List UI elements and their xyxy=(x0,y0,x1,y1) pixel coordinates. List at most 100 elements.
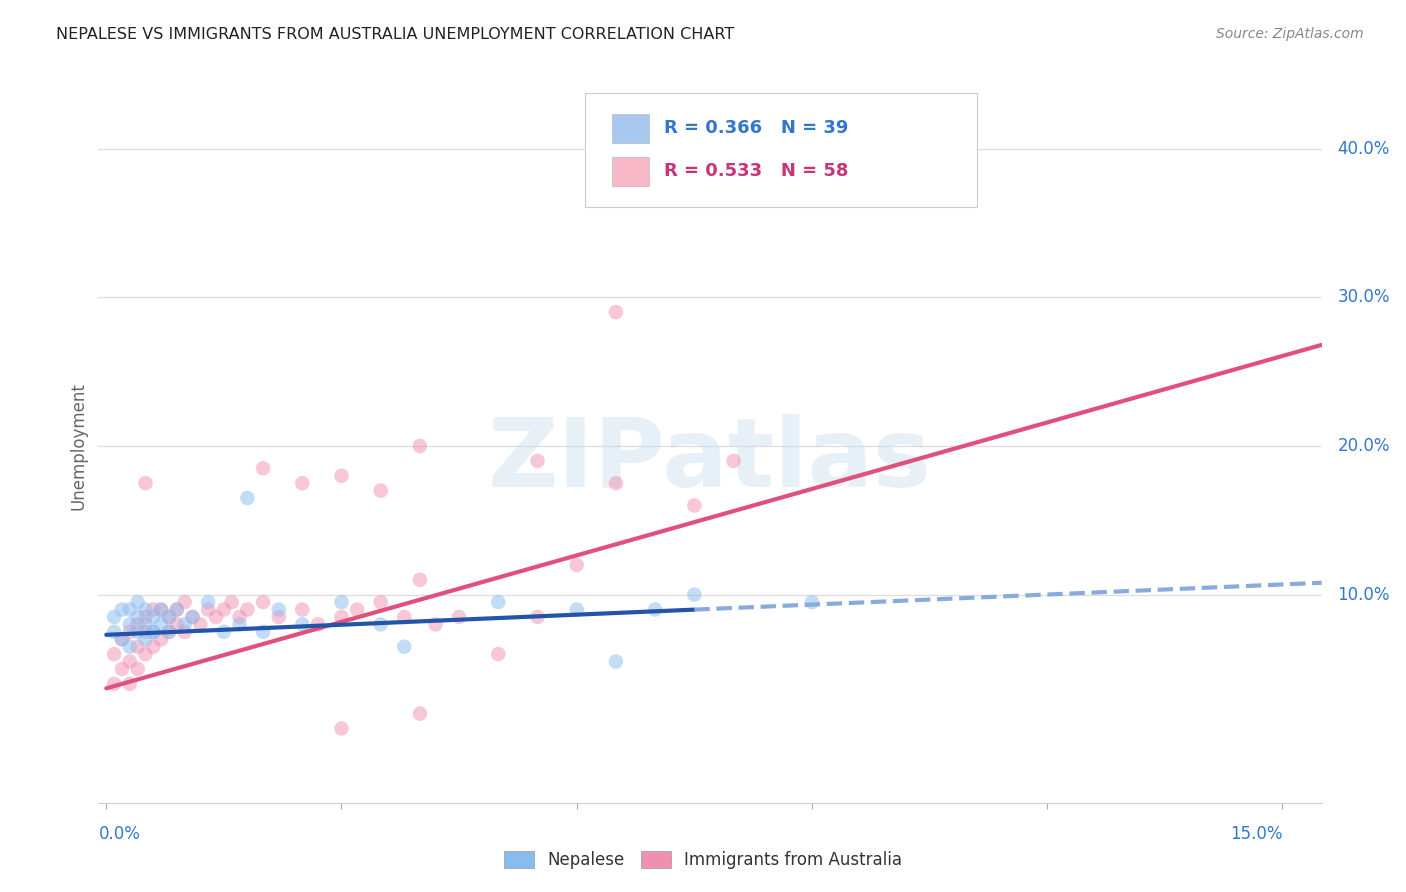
Text: 0.0%: 0.0% xyxy=(98,825,141,843)
Point xyxy=(330,610,353,624)
Point xyxy=(605,305,627,319)
Text: 20.0%: 20.0% xyxy=(1337,437,1389,455)
Y-axis label: Unemployment: Unemployment xyxy=(69,382,87,510)
Point xyxy=(181,610,204,624)
Point xyxy=(188,617,212,632)
Point xyxy=(181,610,204,624)
Point xyxy=(212,602,235,616)
Point xyxy=(565,602,588,616)
Legend: Nepalese, Immigrants from Australia: Nepalese, Immigrants from Australia xyxy=(494,841,912,880)
Point xyxy=(150,602,173,616)
FancyBboxPatch shape xyxy=(612,157,648,186)
Point xyxy=(134,602,156,616)
Point xyxy=(150,617,173,632)
FancyBboxPatch shape xyxy=(585,93,977,207)
Point xyxy=(197,602,219,616)
Point xyxy=(157,610,180,624)
Point xyxy=(236,491,259,505)
Point xyxy=(212,624,235,639)
Point xyxy=(134,476,156,491)
Point xyxy=(166,602,188,616)
Point xyxy=(118,602,141,616)
Text: 10.0%: 10.0% xyxy=(1337,586,1389,604)
Point xyxy=(173,617,195,632)
Point xyxy=(228,610,250,624)
Point xyxy=(267,610,290,624)
Point xyxy=(118,677,141,691)
Point xyxy=(134,647,156,661)
Point xyxy=(291,476,314,491)
Point xyxy=(291,617,314,632)
Point xyxy=(236,602,259,616)
Point xyxy=(683,588,706,602)
Text: R = 0.533   N = 58: R = 0.533 N = 58 xyxy=(664,162,848,180)
Point xyxy=(370,483,392,498)
Point xyxy=(142,640,165,654)
Point xyxy=(142,610,165,624)
Point xyxy=(103,677,125,691)
Point xyxy=(307,617,329,632)
Point xyxy=(370,595,392,609)
Point xyxy=(330,595,353,609)
Point xyxy=(103,610,125,624)
Point xyxy=(127,617,149,632)
Point xyxy=(166,617,188,632)
Point xyxy=(392,610,415,624)
Point xyxy=(392,640,415,654)
Point xyxy=(118,624,141,639)
Point xyxy=(346,602,368,616)
Point xyxy=(425,617,447,632)
Point xyxy=(252,624,274,639)
Point xyxy=(197,595,219,609)
Point xyxy=(127,595,149,609)
Point xyxy=(252,461,274,475)
Point xyxy=(252,595,274,609)
Point xyxy=(565,558,588,572)
Point xyxy=(605,655,627,669)
Text: NEPALESE VS IMMIGRANTS FROM AUSTRALIA UNEMPLOYMENT CORRELATION CHART: NEPALESE VS IMMIGRANTS FROM AUSTRALIA UN… xyxy=(56,27,734,42)
Point xyxy=(150,632,173,647)
Point xyxy=(111,632,134,647)
Point xyxy=(111,632,134,647)
Point xyxy=(605,476,627,491)
Point xyxy=(267,602,290,616)
Point xyxy=(111,602,134,616)
Point xyxy=(103,647,125,661)
Point xyxy=(150,602,173,616)
Point xyxy=(330,722,353,736)
Point xyxy=(142,624,165,639)
Text: 15.0%: 15.0% xyxy=(1230,825,1282,843)
Point xyxy=(449,610,471,624)
Point xyxy=(644,602,666,616)
Point xyxy=(526,610,548,624)
Point xyxy=(173,595,195,609)
Point xyxy=(134,632,156,647)
Point xyxy=(221,595,243,609)
Point xyxy=(134,617,156,632)
Text: 30.0%: 30.0% xyxy=(1337,288,1389,306)
Point xyxy=(118,640,141,654)
Point xyxy=(228,617,250,632)
Point xyxy=(486,647,509,661)
Point xyxy=(157,610,180,624)
Point xyxy=(134,610,156,624)
Point xyxy=(723,454,745,468)
Point xyxy=(157,624,180,639)
Point xyxy=(103,624,125,639)
Text: Source: ZipAtlas.com: Source: ZipAtlas.com xyxy=(1216,27,1364,41)
Point xyxy=(486,595,509,609)
Point xyxy=(118,617,141,632)
Point xyxy=(127,662,149,676)
Point xyxy=(166,602,188,616)
Point xyxy=(801,595,824,609)
Point xyxy=(127,640,149,654)
Point xyxy=(683,499,706,513)
Point xyxy=(127,624,149,639)
Text: R = 0.366   N = 39: R = 0.366 N = 39 xyxy=(664,120,848,137)
Point xyxy=(142,602,165,616)
Point xyxy=(111,662,134,676)
Point xyxy=(142,624,165,639)
Point xyxy=(330,468,353,483)
Point xyxy=(291,602,314,616)
Point xyxy=(157,624,180,639)
